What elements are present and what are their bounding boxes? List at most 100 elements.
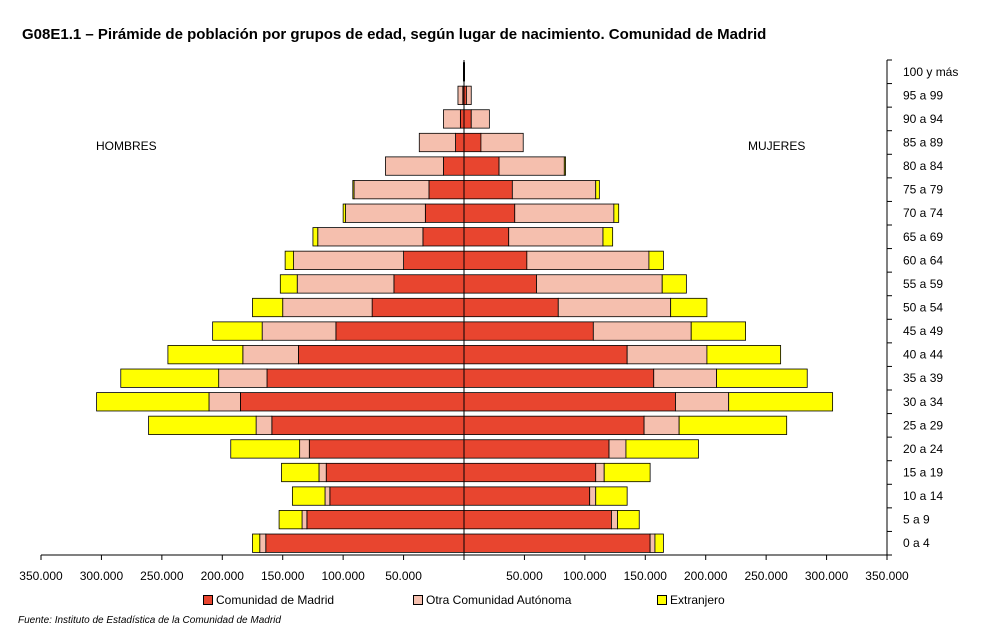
- bar-hombres-extranjero-11: [279, 274, 298, 294]
- x-tick-label: 150.000: [624, 569, 668, 583]
- bar-hombres-madrid-1: [306, 510, 465, 530]
- bar-mujeres-madrid-15: [463, 180, 513, 200]
- category-label: 100 y más: [903, 65, 958, 79]
- bar-hombres-extranjero-14: [342, 203, 346, 223]
- bar-hombres-extranjero-9: [212, 321, 263, 341]
- category-label: 30 a 34: [903, 395, 943, 409]
- axes-group: 0 a 4 5 a 9 10 a 14 15 a 19 20 a 24 25 a 29 30…: [19, 59, 958, 583]
- bar-mujeres-otra-7: [653, 368, 717, 388]
- bar-hombres-extranjero-2: [291, 486, 326, 506]
- x-tick-label: 200.000: [201, 569, 245, 583]
- bar-hombres-extranjero-1: [278, 510, 303, 530]
- category-label: 25 a 29: [903, 418, 943, 432]
- category-label: 90 a 94: [903, 112, 943, 126]
- category-label: 85 a 89: [903, 136, 943, 150]
- bar-mujeres-madrid-12: [463, 250, 528, 270]
- bar-mujeres-otra-14: [514, 203, 615, 223]
- bar-hombres-otra-8: [242, 345, 299, 365]
- bar-hombres-otra-19: [457, 85, 464, 105]
- legend-label-otra: Otra Comunidad Autónoma: [426, 593, 572, 607]
- bar-mujeres-otra-17: [480, 132, 524, 153]
- bar-hombres-otra-18: [443, 109, 461, 129]
- bar-hombres-madrid-7: [266, 368, 465, 388]
- category-label: 10 a 14: [903, 489, 943, 503]
- bar-mujeres-extranjero-5: [678, 415, 788, 435]
- bar-mujeres-extranjero-8: [706, 345, 782, 365]
- category-label: 60 a 64: [903, 253, 943, 267]
- bar-hombres-madrid-4: [308, 439, 465, 459]
- bar-mujeres-madrid-9: [463, 321, 594, 341]
- bar-mujeres-extranjero-4: [625, 439, 699, 459]
- bar-hombres-otra-13: [317, 227, 424, 247]
- bar-hombres-otra-4: [299, 439, 310, 459]
- category-label: 5 a 9: [903, 513, 930, 527]
- category-label: 20 a 24: [903, 442, 943, 456]
- bar-mujeres-madrid-8: [463, 345, 628, 365]
- bar-hombres-extranjero-15: [352, 180, 355, 200]
- bar-mujeres-otra-8: [626, 345, 708, 365]
- bar-hombres-otra-14: [345, 203, 426, 223]
- chart-title: G08E1.1 – Pirámide de población por grup…: [22, 26, 767, 43]
- bar-mujeres-otra-5: [643, 415, 680, 435]
- category-label: 55 a 59: [903, 277, 943, 291]
- bar-hombres-extranjero-8: [167, 345, 244, 365]
- bar-hombres-madrid-6: [240, 392, 465, 412]
- x-tick-label: 50.000: [385, 569, 422, 583]
- category-label: 70 a 74: [903, 206, 943, 220]
- bar-hombres-extranjero-12: [284, 250, 294, 270]
- x-tick-label: 150.000: [261, 569, 305, 583]
- x-tick-label: 100.000: [321, 569, 365, 583]
- bar-mujeres-otra-6: [675, 392, 730, 412]
- bar-mujeres-extranjero-11: [661, 274, 687, 294]
- category-label: 0 a 4: [903, 536, 930, 550]
- bar-hombres-madrid-10: [371, 297, 465, 318]
- bar-mujeres-extranjero-13: [602, 227, 614, 247]
- bar-hombres-extranjero-7: [120, 368, 220, 388]
- bar-mujeres-madrid-13: [463, 227, 510, 247]
- bar-mujeres-otra-1: [611, 510, 618, 530]
- bar-hombres-otra-7: [218, 368, 268, 388]
- bar-hombres-extranjero-4: [230, 439, 301, 459]
- bar-mujeres-otra-3: [595, 462, 605, 483]
- bar-mujeres-extranjero-16: [563, 156, 566, 176]
- bar-hombres-extranjero-5: [148, 415, 257, 435]
- bar-mujeres-extranjero-6: [728, 392, 834, 412]
- bar-hombres-madrid-5: [271, 415, 465, 435]
- source-note: Fuente: Instituto de Estadística de la C…: [18, 615, 281, 626]
- bar-hombres-extranjero-10: [252, 297, 284, 318]
- bar-mujeres-otra-13: [508, 227, 604, 247]
- bar-mujeres-extranjero-9: [690, 321, 747, 341]
- bar-mujeres-madrid-6: [463, 392, 676, 412]
- x-tick-label: 250.000: [744, 569, 788, 583]
- category-label: 80 a 84: [903, 159, 943, 173]
- bar-mujeres-madrid-11: [463, 274, 537, 294]
- category-label: 95 a 99: [903, 88, 943, 102]
- bar-hombres-extranjero-3: [281, 462, 320, 483]
- bar-mujeres-extranjero-7: [716, 368, 808, 388]
- bar-hombres-madrid-0: [265, 533, 465, 553]
- x-tick-label: 350.000: [19, 569, 63, 583]
- category-label: 45 a 49: [903, 324, 943, 338]
- side-label-mujeres: MUJERES: [748, 139, 805, 153]
- legend-label-madrid: Comunidad de Madrid: [216, 593, 335, 607]
- bar-mujeres-extranjero-15: [595, 180, 600, 200]
- bar-hombres-otra-16: [385, 156, 444, 176]
- bar-mujeres-otra-4: [608, 439, 627, 459]
- bar-mujeres-otra-2: [589, 486, 597, 506]
- bar-mujeres-extranjero-12: [648, 250, 664, 270]
- x-tick-label: 250.000: [140, 569, 184, 583]
- bar-hombres-otra-5: [255, 415, 273, 435]
- bar-mujeres-otra-10: [557, 297, 672, 318]
- category-label: 40 a 44: [903, 348, 943, 362]
- bar-hombres-madrid-15: [428, 180, 465, 200]
- bar-mujeres-madrid-4: [463, 439, 610, 459]
- bar-mujeres-madrid-18: [463, 109, 472, 129]
- bar-mujeres-extranjero-3: [603, 462, 651, 483]
- bar-mujeres-madrid-10: [463, 297, 559, 318]
- bar-hombres-madrid-13: [422, 227, 465, 247]
- category-label: 65 a 69: [903, 230, 943, 244]
- bar-mujeres-madrid-17: [463, 132, 482, 153]
- x-tick-label: 300.000: [80, 569, 124, 583]
- bar-hombres-otra-15: [353, 180, 430, 200]
- x-tick-label: 200.000: [684, 569, 728, 583]
